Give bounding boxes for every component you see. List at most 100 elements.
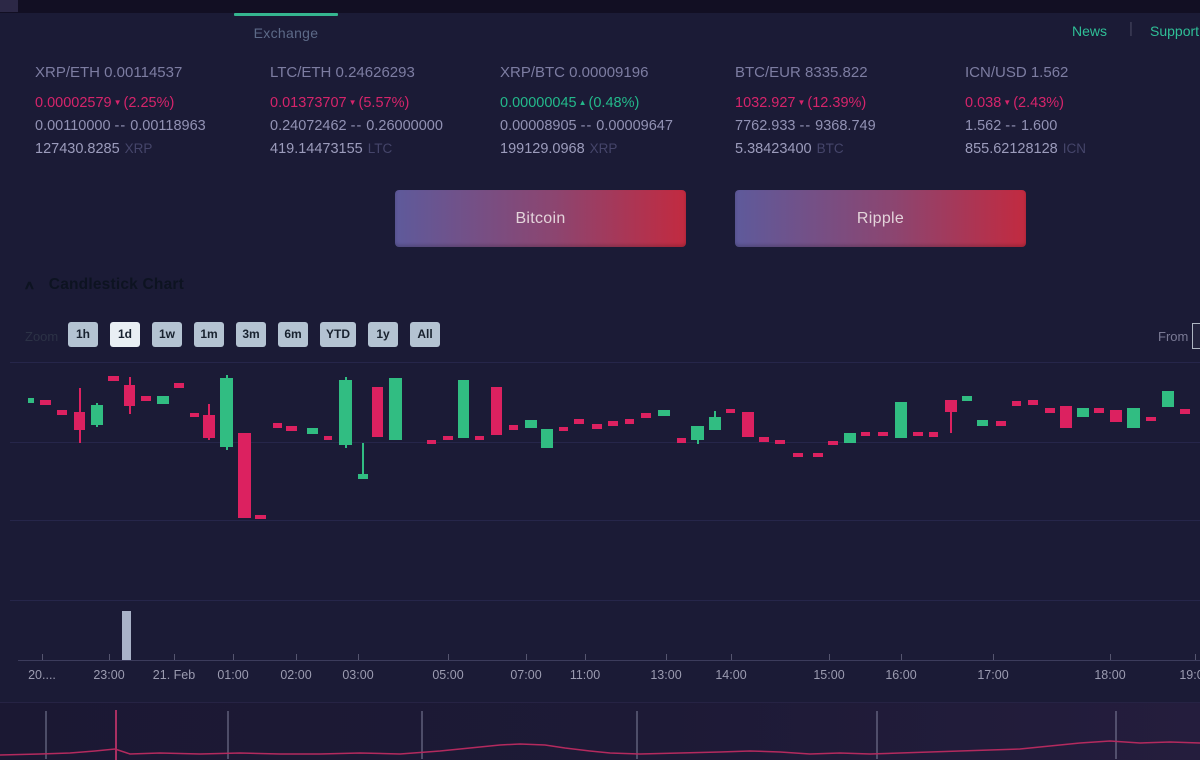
ticker-pair-title: BTC/EUR 8335.822 — [735, 64, 868, 81]
collapse-chevron-icon[interactable]: ∧ — [23, 278, 36, 292]
candle — [677, 438, 686, 443]
candle — [141, 396, 151, 401]
zoom-button-1y[interactable]: 1y — [368, 322, 398, 347]
candle — [286, 426, 297, 431]
chart-gridline — [10, 520, 1200, 521]
candle — [541, 429, 553, 448]
from-date-input[interactable] — [1192, 323, 1200, 349]
ticker-change: 0.01373707 ▼ (5.57%) — [270, 95, 410, 111]
candle — [844, 433, 856, 443]
candle — [709, 417, 721, 430]
candle — [813, 453, 823, 457]
candle — [57, 410, 67, 415]
top-strip — [0, 0, 1200, 13]
chart-navigator[interactable] — [0, 702, 1200, 760]
ticker-volume: 855.62128128 ICN — [965, 141, 1086, 157]
candle — [1028, 400, 1038, 405]
volume-bar — [122, 611, 131, 660]
x-axis-line — [18, 660, 1200, 661]
cta-button-bitcoin[interactable]: Bitcoin — [395, 190, 686, 247]
cta-button-ripple[interactable]: Ripple — [735, 190, 1026, 247]
x-axis-tick — [174, 654, 175, 660]
candle — [1127, 408, 1140, 428]
zoom-button-all[interactable]: All — [410, 322, 440, 347]
tab-exchange-label: Exchange — [253, 25, 319, 41]
candle-wick — [362, 443, 364, 479]
ticker-change: 0.00000045 ▲ (0.48%) — [500, 95, 640, 111]
candle — [913, 432, 923, 436]
zoom-button-1h[interactable]: 1h — [68, 322, 98, 347]
candle — [91, 405, 103, 425]
arrow-down-icon: ▼ — [797, 98, 806, 107]
candle — [1180, 409, 1190, 414]
x-axis-tick — [1110, 654, 1111, 660]
zoom-button-ytd[interactable]: YTD — [320, 322, 356, 347]
ticker-range: 1.562 -- 1.600 — [965, 118, 1058, 134]
x-axis-label: 21. Feb — [152, 668, 196, 682]
candlestick-section-header[interactable]: ∧ Candlestick Chart — [23, 276, 184, 294]
ticker-card[interactable]: BTC/EUR 8335.822 1032.927 ▼ (12.39%) 7762.93… — [735, 64, 963, 164]
ticker-pair-title: XRP/ETH 0.00114537 — [35, 64, 183, 81]
nav-divider: | — [1129, 20, 1133, 37]
ticker-volume: 199129.0968 XRP — [500, 141, 618, 157]
candle — [1094, 408, 1104, 413]
x-axis-tick — [233, 654, 234, 660]
arrow-down-icon: ▼ — [1003, 98, 1012, 107]
zoom-button-1w[interactable]: 1w — [152, 322, 182, 347]
zoom-button-3m[interactable]: 3m — [236, 322, 266, 347]
ticker-card[interactable]: XRP/BTC 0.00009196 0.00000045 ▲ (0.48%) 0.00… — [500, 64, 728, 164]
x-axis-label: 17:00 — [977, 668, 1009, 682]
x-axis-label: 14:00 — [715, 668, 747, 682]
ticker-range: 0.24072462 -- 0.26000000 — [270, 118, 443, 134]
zoom-label: Zoom — [25, 329, 59, 344]
candle — [324, 436, 332, 440]
candle — [220, 378, 233, 447]
candle — [895, 402, 907, 438]
x-axis-tick — [448, 654, 449, 660]
chart-gridline — [10, 442, 1200, 443]
navigator-gridline — [45, 711, 47, 759]
ticker-card[interactable]: XRP/ETH 0.00114537 0.00002579 ▼ (2.25%) 0.00… — [35, 64, 263, 164]
candle — [1077, 408, 1089, 417]
candle — [509, 425, 518, 430]
candle — [742, 412, 754, 437]
nav-link-news[interactable]: News — [1072, 23, 1108, 39]
candle — [691, 426, 704, 440]
candle — [174, 383, 184, 388]
section-title: Candlestick Chart — [48, 276, 184, 293]
x-axis-label: 11:00 — [569, 668, 601, 682]
ticker-card[interactable]: ICN/USD 1.562 0.038 ▼ (2.43%) 1.562 -- 1.600 85… — [965, 64, 1193, 164]
candle — [1146, 417, 1156, 421]
candle — [759, 437, 769, 442]
navigator-spike — [115, 710, 117, 760]
x-axis-tick — [731, 654, 732, 660]
x-axis-tick — [901, 654, 902, 660]
navigator-gridline — [636, 711, 638, 759]
candle — [1060, 406, 1072, 428]
zoom-button-1m[interactable]: 1m — [194, 322, 224, 347]
candle — [608, 421, 618, 426]
ticker-card[interactable]: LTC/ETH 0.24626293 0.01373707 ▼ (5.57%) 0.24… — [270, 64, 498, 164]
zoom-button-1d[interactable]: 1d — [110, 322, 140, 347]
zoom-button-6m[interactable]: 6m — [278, 322, 308, 347]
candle — [945, 400, 957, 412]
ticker-pair-title: LTC/ETH 0.24626293 — [270, 64, 415, 81]
tab-exchange[interactable]: Exchange — [234, 13, 338, 41]
candle — [1012, 401, 1021, 406]
candle — [996, 421, 1006, 426]
x-axis-label: 03:00 — [342, 668, 374, 682]
ticker-change: 0.00002579 ▼ (2.25%) — [35, 95, 175, 111]
x-axis-tick — [1195, 654, 1196, 660]
x-axis-tick — [829, 654, 830, 660]
ticker-range: 7762.933 -- 9368.749 — [735, 118, 876, 134]
candle — [977, 420, 988, 426]
x-axis-tick — [666, 654, 667, 660]
candle — [475, 436, 484, 440]
nav-link-support[interactable]: Support — [1150, 23, 1200, 39]
x-axis-label: 16:00 — [885, 668, 917, 682]
ticker-pair-title: ICN/USD 1.562 — [965, 64, 1069, 81]
candle — [592, 424, 602, 429]
candle — [726, 409, 735, 413]
x-axis-label: 07:00 — [510, 668, 542, 682]
